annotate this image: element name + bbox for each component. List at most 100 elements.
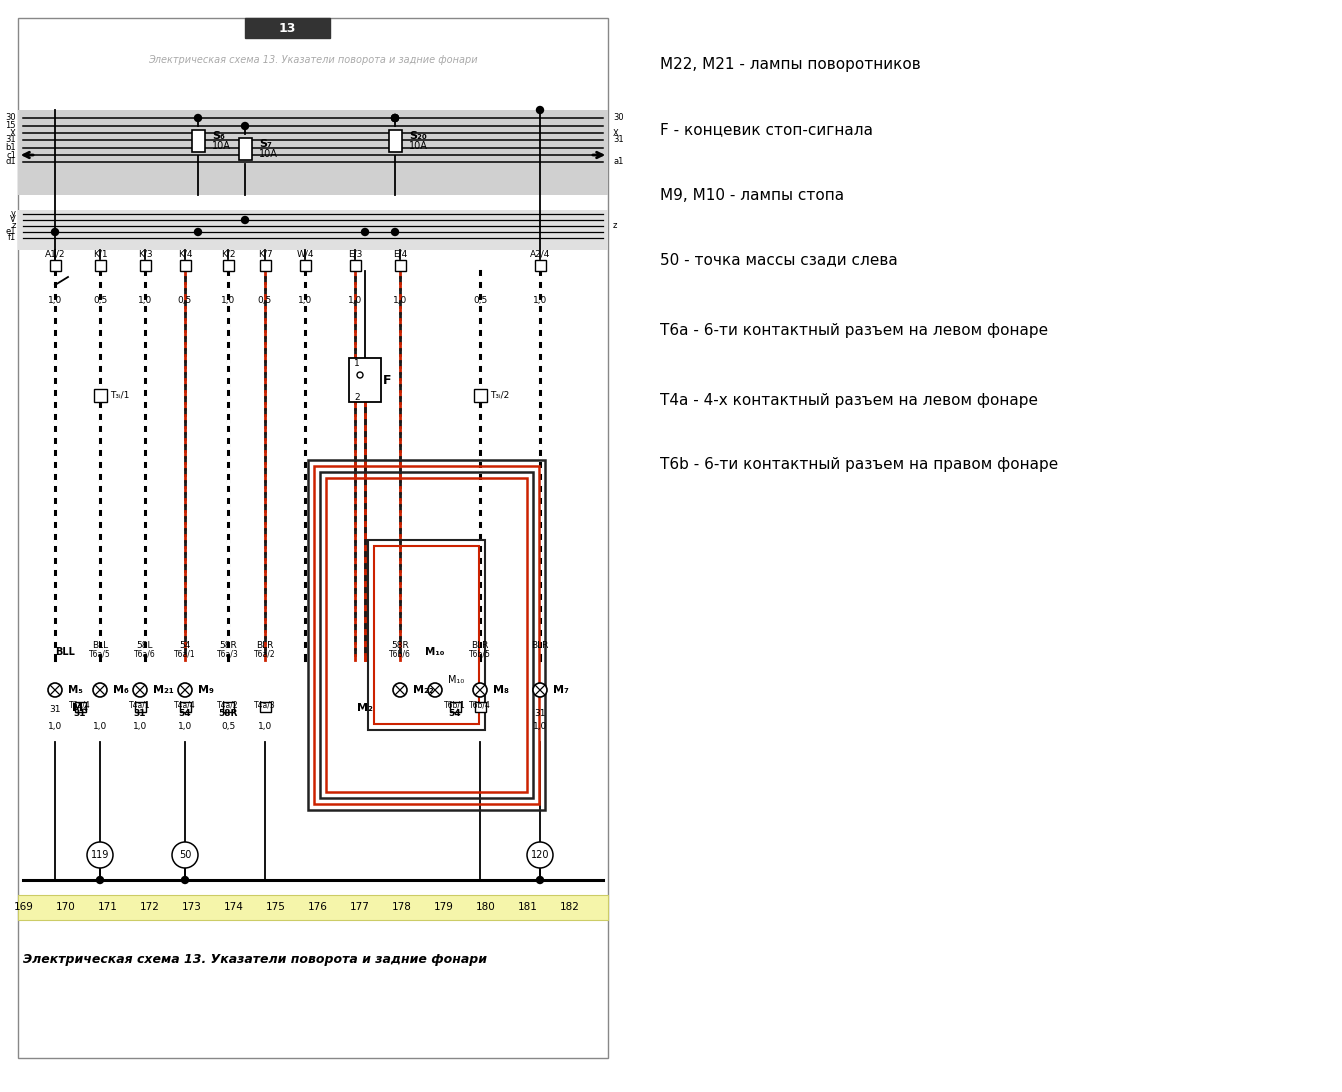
Text: 54: 54 (180, 641, 191, 650)
Text: 173: 173 (183, 902, 201, 912)
Text: M₆: M₆ (113, 685, 129, 695)
Text: 119: 119 (91, 850, 109, 860)
Text: 54: 54 (448, 709, 462, 717)
Circle shape (392, 115, 399, 121)
Bar (314, 466, 539, 804)
Text: 31: 31 (50, 705, 60, 714)
Bar (223, 702, 234, 712)
Circle shape (172, 842, 199, 868)
Text: 13: 13 (278, 22, 295, 35)
Text: 171: 171 (98, 902, 118, 912)
Circle shape (392, 228, 399, 236)
Text: 180: 180 (476, 902, 497, 912)
Text: M₁₀: M₁₀ (425, 646, 444, 657)
Bar (140, 260, 150, 271)
Text: 1,0: 1,0 (221, 296, 235, 305)
Text: 1,0: 1,0 (48, 723, 62, 732)
Text: 177: 177 (350, 902, 370, 912)
Text: 1,0: 1,0 (533, 296, 548, 305)
Text: S₆: S₆ (212, 131, 225, 141)
Text: 58R: 58R (391, 641, 409, 650)
Text: 31: 31 (613, 135, 624, 144)
Text: M₉: M₉ (199, 685, 213, 695)
Text: 176: 176 (309, 902, 327, 912)
Bar (192, 130, 204, 152)
Text: 169: 169 (13, 902, 34, 912)
Bar (259, 702, 271, 712)
Text: 15: 15 (5, 121, 16, 131)
Text: T6a/2: T6a/2 (254, 650, 276, 658)
Circle shape (472, 682, 487, 697)
Text: A1/2: A1/2 (44, 249, 66, 259)
Text: 58R: 58R (219, 641, 238, 650)
Text: 178: 178 (392, 902, 412, 912)
Text: E/4: E/4 (393, 249, 407, 259)
Text: E/3: E/3 (348, 249, 362, 259)
Text: 1,0: 1,0 (178, 723, 192, 732)
Text: 182: 182 (560, 902, 580, 912)
Text: A2/4: A2/4 (530, 249, 550, 259)
Text: 30: 30 (5, 114, 16, 122)
Circle shape (392, 115, 399, 121)
Text: 31: 31 (134, 709, 146, 717)
Text: M₂₁: M₂₁ (153, 685, 173, 695)
Text: e1: e1 (5, 227, 16, 237)
Text: M₂₂: M₂₂ (413, 685, 433, 695)
Text: T4a/2: T4a/2 (217, 700, 239, 710)
Text: K/1: K/1 (93, 249, 107, 259)
Bar (94, 389, 106, 402)
Text: 31: 31 (5, 135, 16, 144)
Bar (180, 702, 191, 712)
Bar (395, 260, 405, 271)
Text: T6a/5: T6a/5 (89, 650, 111, 658)
Text: BLR: BLR (531, 641, 549, 650)
Bar (17, 895, 608, 919)
Text: T₃ᵢ/2: T₃ᵢ/2 (490, 391, 509, 400)
Text: 58R: 58R (219, 709, 238, 717)
Text: S₂₀: S₂₀ (409, 131, 427, 141)
Bar (388, 130, 401, 152)
Text: 1,0: 1,0 (533, 723, 548, 732)
Circle shape (533, 682, 548, 697)
Text: K/7: K/7 (258, 249, 272, 259)
Circle shape (537, 107, 544, 114)
Bar (259, 260, 271, 271)
Circle shape (242, 216, 248, 224)
Text: y: y (11, 210, 16, 218)
Text: 179: 179 (433, 902, 454, 912)
Bar (17, 17, 608, 1058)
Text: c1: c1 (7, 151, 16, 159)
Text: 58L: 58L (137, 641, 153, 650)
Text: 0,5: 0,5 (221, 723, 235, 732)
Circle shape (51, 228, 59, 236)
Circle shape (361, 228, 369, 236)
Text: 10A: 10A (409, 141, 428, 151)
Bar (368, 541, 484, 729)
Text: 1,0: 1,0 (138, 296, 152, 305)
Text: K/3: K/3 (138, 249, 152, 259)
Text: 170: 170 (56, 902, 76, 912)
Circle shape (393, 682, 407, 697)
Bar (349, 260, 361, 271)
Bar (17, 210, 608, 250)
Text: 54: 54 (178, 709, 192, 717)
Text: M₈: M₈ (493, 685, 509, 695)
Circle shape (242, 122, 248, 130)
Text: T6b/5: T6b/5 (470, 650, 491, 658)
Text: F: F (382, 373, 392, 387)
Text: F - концевик стоп-сигнала: F - концевик стоп-сигнала (660, 122, 874, 138)
Circle shape (195, 115, 201, 121)
Bar (349, 358, 381, 402)
Text: 50 - точка массы сзади слева: 50 - точка массы сзади слева (660, 252, 898, 268)
Text: 31: 31 (534, 709, 546, 717)
Text: 10A: 10A (212, 141, 231, 151)
Text: M₅: M₅ (68, 685, 83, 695)
Text: M₁₀: M₁₀ (448, 675, 464, 685)
Text: X: X (613, 129, 619, 138)
Text: z: z (12, 222, 16, 230)
Text: Электрическая схема 13. Указатели поворота и задние фонари: Электрическая схема 13. Указатели поворо… (148, 55, 478, 66)
Bar (326, 478, 527, 792)
Text: K/2: K/2 (220, 249, 235, 259)
Text: 1,0: 1,0 (258, 723, 272, 732)
Bar (180, 260, 191, 271)
